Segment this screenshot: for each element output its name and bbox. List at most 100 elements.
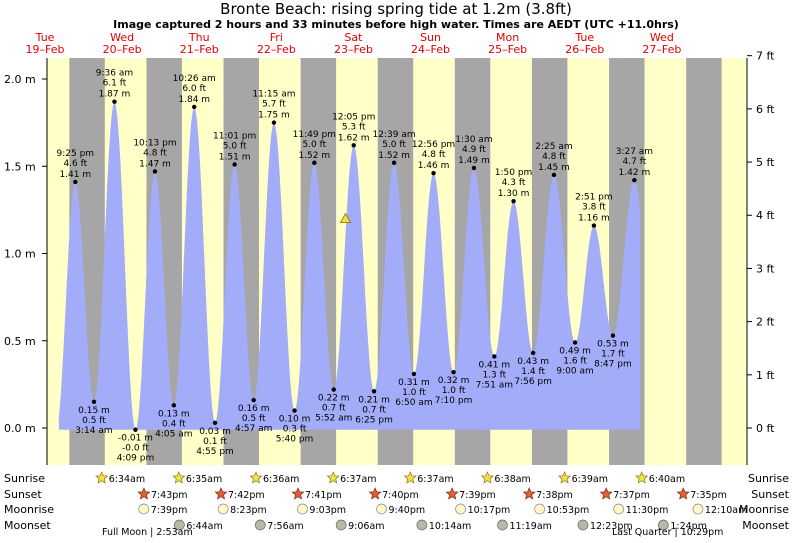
tide-point xyxy=(91,399,97,405)
tide-ft-label: 4.8 ft xyxy=(143,148,167,158)
day-date-label: 23–Feb xyxy=(334,43,373,56)
moonrise-icon xyxy=(138,503,150,515)
moonrise-icon xyxy=(455,503,466,515)
day-name-label: Fri xyxy=(270,31,283,44)
sunrise-time: 6:34am xyxy=(109,474,145,485)
tide-point xyxy=(492,354,497,359)
sunrise-icon xyxy=(635,471,649,484)
row-label-left: Sunset xyxy=(4,488,42,501)
right-axis-tick-label: 3 ft xyxy=(756,262,775,275)
tide-m-label: 1.41 m xyxy=(59,170,91,180)
tide-ft-label: 5.7 ft xyxy=(262,100,286,110)
tide-time-label: 11:01 pm xyxy=(213,132,256,142)
right-axis-tick-label: 0 ft xyxy=(756,422,775,435)
moonrise-icon xyxy=(217,503,229,515)
day-name-label: Tue xyxy=(574,31,594,44)
moonrise-icon xyxy=(613,503,625,515)
tide-m-label: 1.52 m xyxy=(378,151,410,161)
tide-ft-label: 3.8 ft xyxy=(582,203,606,213)
tide-time-label: 7:56 pm xyxy=(514,377,552,387)
sunset-time: 7:40pm xyxy=(382,490,419,501)
sunset-icon xyxy=(137,487,151,500)
day-name-label: Sun xyxy=(420,31,441,44)
sunrise-time: 6:37am xyxy=(417,474,453,485)
tide-m-label: 1.87 m xyxy=(99,90,131,100)
sunset-icon xyxy=(522,487,536,500)
right-axis-tick-label: 5 ft xyxy=(756,156,775,169)
moonset-time: 9:06am xyxy=(348,521,384,532)
tide-m-label: 1.51 m xyxy=(219,153,251,163)
tide-ft-label: 0.4 ft xyxy=(162,419,186,429)
moonset-time: 6:44am xyxy=(186,521,222,532)
tide-point xyxy=(632,178,637,183)
tide-m-label: 1.45 m xyxy=(538,163,570,173)
tide-point xyxy=(572,340,578,345)
right-axis-tick-label: 4 ft xyxy=(756,209,775,222)
tide-time-label: 3:14 am xyxy=(75,426,112,436)
tide-m-label: 0.41 m xyxy=(478,360,510,370)
tide-ft-label: 4.6 ft xyxy=(63,159,87,169)
moonset-time: 10:14am xyxy=(429,521,471,532)
tide-ft-label: 0.3 ft xyxy=(283,425,307,435)
tide-point xyxy=(471,165,477,171)
row-label-right: Sunrise xyxy=(748,472,789,485)
current-level-marker xyxy=(339,212,352,224)
sunset-time: 7:43pm xyxy=(151,490,188,501)
last-quarter-note: Last Quarter | 10:29pm xyxy=(612,527,723,538)
tide-time-label: 6:25 pm xyxy=(355,415,393,425)
sunrise-icon xyxy=(403,471,417,484)
tide-m-label: 0.21 m xyxy=(358,395,390,405)
tide-m-label: 1.16 m xyxy=(578,214,610,224)
tide-time-label: 12:39 am xyxy=(373,130,416,140)
tide-point xyxy=(391,160,397,165)
sunset-icon xyxy=(676,487,690,500)
tide-m-label: 1.49 m xyxy=(458,156,490,166)
sunset-icon xyxy=(291,487,305,500)
moonset-icon xyxy=(416,519,428,531)
moonset-icon xyxy=(254,519,266,531)
tide-m-label: 0.31 m xyxy=(398,378,430,388)
tide-m-label: 1.62 m xyxy=(338,133,370,143)
moonrise-time: 7:39pm xyxy=(151,505,188,516)
tide-time-label: 8:47 pm xyxy=(594,360,632,370)
tide-point xyxy=(331,387,336,392)
tide-m-label: 1.52 m xyxy=(298,151,330,161)
tide-ft-label: 5.3 ft xyxy=(342,122,366,132)
sunset-icon xyxy=(445,487,459,500)
tide-point xyxy=(112,99,117,104)
moonrise-time: 11:30pm xyxy=(626,505,669,516)
tide-point xyxy=(271,120,277,125)
day-name-label: Wed xyxy=(110,31,134,44)
moonset-icon xyxy=(497,519,508,531)
sunrise-time: 6:35am xyxy=(186,474,222,485)
moonset-time: 7:56am xyxy=(267,521,303,532)
left-axis-tick-label: 1.0 m xyxy=(4,248,36,261)
moonrise-time: 8:23pm xyxy=(230,505,267,516)
tide-m-label: 0.22 m xyxy=(318,394,350,404)
tide-m-label: 1.42 m xyxy=(619,168,651,178)
night-band xyxy=(686,58,722,465)
tide-ft-label: 0.1 ft xyxy=(203,437,227,447)
left-axis-tick-label: 2.0 m xyxy=(4,73,36,86)
moonset-time: 11:19am xyxy=(509,521,551,532)
moonrise-icon xyxy=(297,503,308,515)
left-axis-tick-label: 0.0 m xyxy=(4,422,36,435)
day-name-label: Sat xyxy=(344,31,363,44)
tide-ft-label: 1.0 ft xyxy=(442,386,466,396)
tide-time-label: 10:26 am xyxy=(173,74,216,84)
tide-ft-label: 1.6 ft xyxy=(563,356,587,366)
tide-ft-label: 1.7 ft xyxy=(601,350,625,360)
moonrise-time: 9:40pm xyxy=(389,505,426,516)
tide-point xyxy=(431,171,436,176)
tide-ft-label: 4.7 ft xyxy=(623,157,647,167)
tide-m-label: 0.49 m xyxy=(559,346,591,356)
tide-ft-label: 5.0 ft xyxy=(302,140,326,150)
tide-ft-label: 4.9 ft xyxy=(462,145,486,155)
row-label-right: Sunset xyxy=(751,488,789,501)
day-date-label: 26–Feb xyxy=(565,43,604,56)
tide-point xyxy=(610,333,616,338)
moonset-icon xyxy=(335,519,347,531)
tide-m-label: -0.01 m xyxy=(118,434,153,444)
right-axis-tick-label: 6 ft xyxy=(756,103,775,116)
moonset-icon xyxy=(577,519,589,531)
